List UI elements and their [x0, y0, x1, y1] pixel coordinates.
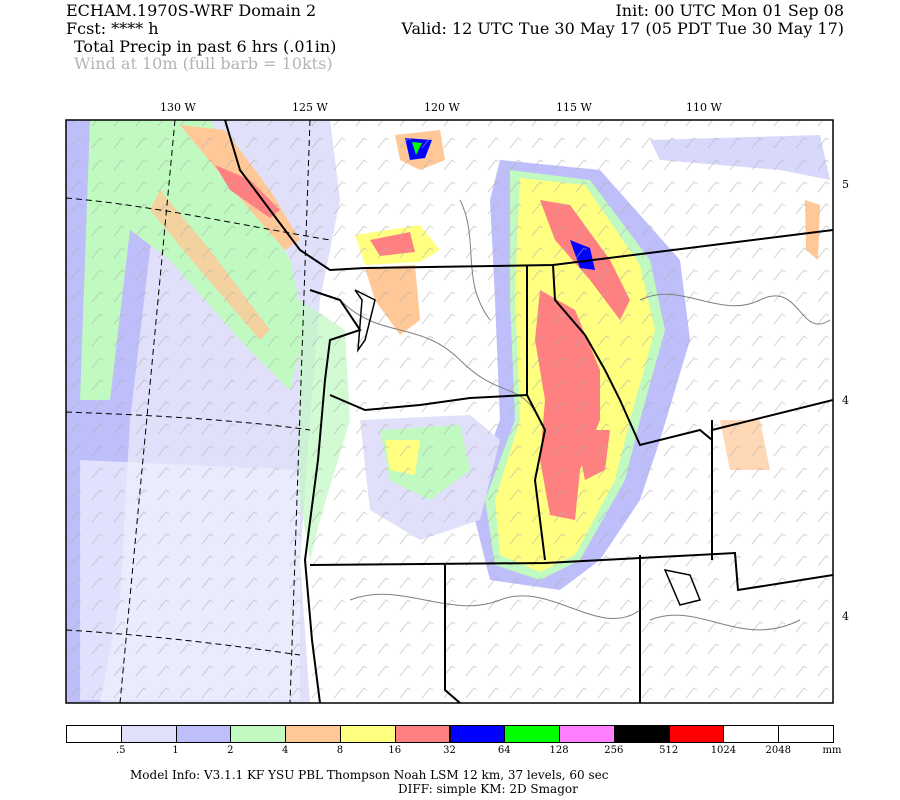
- colorbar-cell: [175, 725, 232, 743]
- colorbar-cell: [285, 725, 341, 743]
- forecast-hour: Fcst: **** h: [66, 19, 159, 38]
- colorbar-label: 1: [172, 745, 179, 756]
- colorbar-cell: [613, 725, 670, 743]
- lat-label: 4: [842, 610, 849, 623]
- colorbar-cell: [559, 725, 615, 743]
- colorbar-cell: [778, 725, 834, 743]
- diff-info: DIFF: simple KM: 2D Smagor: [398, 782, 578, 796]
- political-boundaries: [224, 120, 833, 703]
- lon-label: 130 W: [160, 101, 196, 114]
- colorbar-label: 4: [281, 745, 289, 756]
- map-frame: [65, 119, 834, 704]
- colorbar-label: 256: [604, 745, 624, 756]
- init-time: Init: 00 UTC Mon 01 Sep 08: [615, 1, 844, 20]
- lon-label: 125 W: [292, 101, 328, 114]
- colorbar-cell: [66, 725, 122, 743]
- colorbar-label: 16: [388, 745, 402, 756]
- colorbar-label: 32: [443, 745, 456, 756]
- colorbar-cell: [120, 725, 177, 743]
- colorbar-label: 8: [336, 745, 344, 756]
- colorbar-label: 1024: [710, 745, 737, 756]
- colorbar-cell: [668, 725, 725, 743]
- lon-label: 110 W: [686, 101, 722, 114]
- colorbar-label: 2: [227, 745, 234, 756]
- valid-time: Valid: 12 UTC Tue 30 May 17 (05 PDT Tue …: [401, 19, 844, 38]
- colorbar-label: 64: [497, 745, 511, 756]
- colorbar-cell: [230, 725, 287, 743]
- colorbar-cell: [723, 725, 780, 743]
- lat-label: 5: [842, 178, 849, 191]
- colorbar-cell: [339, 725, 396, 743]
- lon-label: 115 W: [556, 101, 592, 114]
- field-title-precip: Total Precip in past 6 hrs (.01in): [74, 37, 337, 56]
- colorbar-unit: mm: [822, 745, 842, 756]
- lat-label: 4: [842, 394, 849, 407]
- lon-label: 120 W: [424, 101, 460, 114]
- colorbar-label: 128: [549, 745, 569, 756]
- colorbar-label: 2048: [765, 745, 791, 756]
- colorbar-cell: [504, 725, 561, 743]
- model-info: Model Info: V3.1.1 KF YSU PBL Thompson N…: [130, 768, 609, 782]
- colorbar-label: .5: [116, 745, 126, 756]
- colorbar-label: 512: [659, 745, 679, 756]
- colorbar-cell: [449, 725, 506, 743]
- model-title: ECHAM.1970S-WRF Domain 2: [66, 1, 317, 20]
- field-title-wind: Wind at 10m (full barb = 10kts): [74, 54, 333, 73]
- colorbar-cell: [394, 725, 451, 743]
